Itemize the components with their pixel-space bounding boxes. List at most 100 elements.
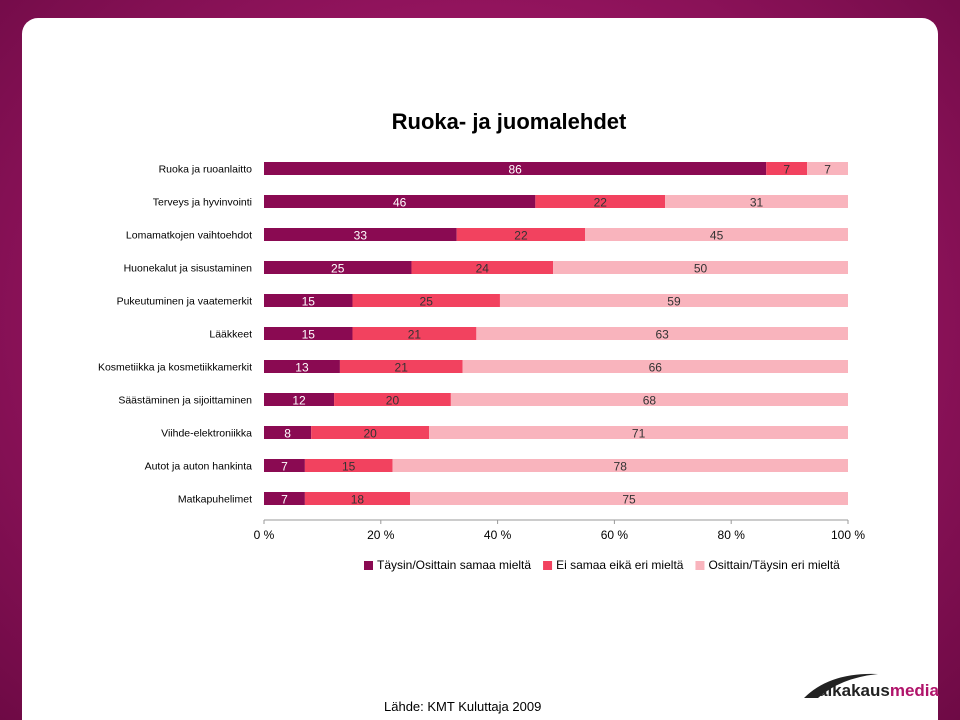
bar-segment-6-2: [462, 360, 848, 373]
logo-text-accent: media: [890, 681, 940, 700]
bar-segment-7-0: [264, 393, 335, 406]
bar-segment-10-0: [264, 492, 305, 505]
bars-group: Ruoka ja ruoanlaitto 86 7 7 Terveys ja hyvin…: [98, 162, 848, 507]
legend: Täysin/Osittain samaa mieltä Ei samaa eik…: [364, 558, 840, 572]
data-label-7-0: 12: [292, 394, 306, 408]
data-label-4-2: 59: [667, 295, 681, 309]
data-label-8-2: 71: [632, 427, 646, 441]
x-tick-label-3: 60 %: [601, 528, 629, 542]
x-axis: 0 % 20 % 40 % 60 % 80 % 100 %: [254, 519, 865, 542]
bar-segment-4-1: [352, 294, 500, 307]
data-label-2-1: 22: [514, 229, 528, 243]
bar-segment-6-1: [339, 360, 463, 373]
logo-swoosh: [804, 673, 878, 698]
bar-segment-7-1: [334, 393, 451, 406]
category-label-6: Kosmetiikka ja kosmetiikkamerkit: [98, 362, 252, 374]
data-label-4-0: 15: [302, 295, 316, 309]
data-label-1-1: 22: [594, 196, 608, 210]
data-label-9-0: 7: [281, 460, 288, 474]
bar-segment-4-2: [499, 294, 848, 307]
bar-segment-0-0: [264, 162, 767, 175]
aikakausmedia-logo: aikakausmedia: [804, 673, 940, 700]
legend-label-0: Täysin/Osittain samaa mieltä: [377, 558, 531, 572]
bar-segment-8-1: [311, 426, 430, 439]
bar-segment-7-2: [450, 393, 848, 406]
bar-segment-3-0: [264, 261, 412, 274]
data-label-7-2: 68: [643, 394, 657, 408]
x-tick-label-1: 20 %: [367, 528, 395, 542]
data-label-3-2: 50: [694, 262, 708, 276]
data-label-7-1: 20: [386, 394, 400, 408]
category-label-2: Lomamatkojen vaihtoehdot: [126, 230, 252, 242]
bar-segment-0-1: [766, 162, 808, 175]
category-label-5: Lääkkeet: [209, 329, 252, 341]
data-label-10-1: 18: [351, 493, 365, 507]
data-label-5-2: 63: [656, 328, 670, 342]
category-label-4: Pukeutuminen ja vaatemerkit: [117, 296, 252, 308]
svg-text:aikakausmedia: aikakausmedia: [818, 681, 940, 700]
legend-label-2: Osittain/Täysin eri mieltä: [708, 558, 840, 572]
bar-segment-2-1: [456, 228, 586, 241]
legend-swatch-0: [364, 561, 373, 570]
bar-segment-2-2: [585, 228, 848, 241]
data-label-2-0: 33: [354, 229, 368, 243]
chart-card: Ruoka- ja juomalehdet Ruoka ja ruoanlait…: [22, 18, 940, 720]
bar-segment-1-1: [535, 195, 666, 208]
bar-segment-3-1: [411, 261, 554, 274]
bar-segment-10-1: [304, 492, 410, 505]
chart-title: Ruoka- ja juomalehdet: [392, 109, 627, 134]
bar-segment-10-2: [410, 492, 848, 505]
data-label-1-2: 31: [750, 196, 764, 210]
category-label-8: Viihde-elektroniikka: [161, 428, 252, 440]
legend-swatch-1: [543, 561, 553, 570]
data-label-1-0: 46: [393, 196, 407, 210]
legend-swatch-2: [695, 561, 705, 570]
data-label-4-1: 25: [420, 295, 434, 309]
data-label-6-2: 66: [649, 361, 663, 375]
x-tick-label-5: 100 %: [831, 528, 865, 542]
data-label-3-0: 25: [331, 262, 345, 276]
data-label-6-1: 21: [395, 361, 409, 375]
data-label-5-1: 21: [408, 328, 422, 342]
bar-segment-2-0: [264, 228, 457, 241]
data-label-6-0: 13: [295, 361, 309, 375]
data-label-2-2: 45: [710, 229, 724, 243]
data-label-10-0: 7: [281, 493, 288, 507]
data-label-8-1: 20: [364, 427, 378, 441]
bar-segment-8-2: [429, 426, 848, 439]
data-label-10-2: 75: [622, 493, 636, 507]
data-label-5-0: 15: [302, 328, 316, 342]
x-tick-label-2: 40 %: [484, 528, 512, 542]
bar-segment-9-2: [392, 459, 848, 472]
logo-text-dark: aikakaus: [818, 681, 890, 700]
data-label-9-1: 15: [342, 460, 356, 474]
bar-segment-1-2: [665, 195, 848, 208]
x-tick-label-4: 80 %: [718, 528, 746, 542]
category-label-3: Huonekalut ja sisustaminen: [124, 263, 253, 275]
source-note: Lähde: KMT Kuluttaja 2009: [384, 699, 542, 714]
bar-segment-5-0: [264, 327, 353, 340]
bar-segment-9-1: [304, 459, 393, 472]
category-label-10: Matkapuhelimet: [178, 494, 252, 506]
bar-segment-8-0: [264, 426, 312, 439]
x-tick-label-0: 0 %: [254, 528, 275, 542]
bar-segment-9-0: [264, 459, 305, 472]
bar-segment-0-2: [807, 162, 848, 175]
bar-segment-6-0: [264, 360, 340, 373]
bar-segment-1-0: [264, 195, 536, 208]
bar-segment-4-0: [264, 294, 353, 307]
data-label-0-0: 86: [508, 163, 522, 177]
category-label-9: Autot ja auton hankinta: [145, 461, 253, 473]
category-label-1: Terveys ja hyvinvointi: [153, 197, 252, 209]
bar-segment-5-1: [352, 327, 477, 340]
legend-label-1: Ei samaa eikä eri mieltä: [556, 558, 684, 572]
data-label-3-1: 24: [476, 262, 490, 276]
data-label-8-0: 8: [284, 427, 291, 441]
category-label-0: Ruoka ja ruoanlaitto: [159, 164, 253, 176]
category-label-7: Säästäminen ja sijoittaminen: [118, 395, 252, 407]
data-label-9-2: 78: [614, 460, 628, 474]
data-label-0-1: 7: [783, 163, 790, 177]
data-label-0-2: 7: [824, 163, 831, 177]
bar-segment-3-2: [553, 261, 848, 274]
stacked-bar-chart: Ruoka- ja juomalehdet Ruoka ja ruoanlait…: [98, 109, 865, 572]
